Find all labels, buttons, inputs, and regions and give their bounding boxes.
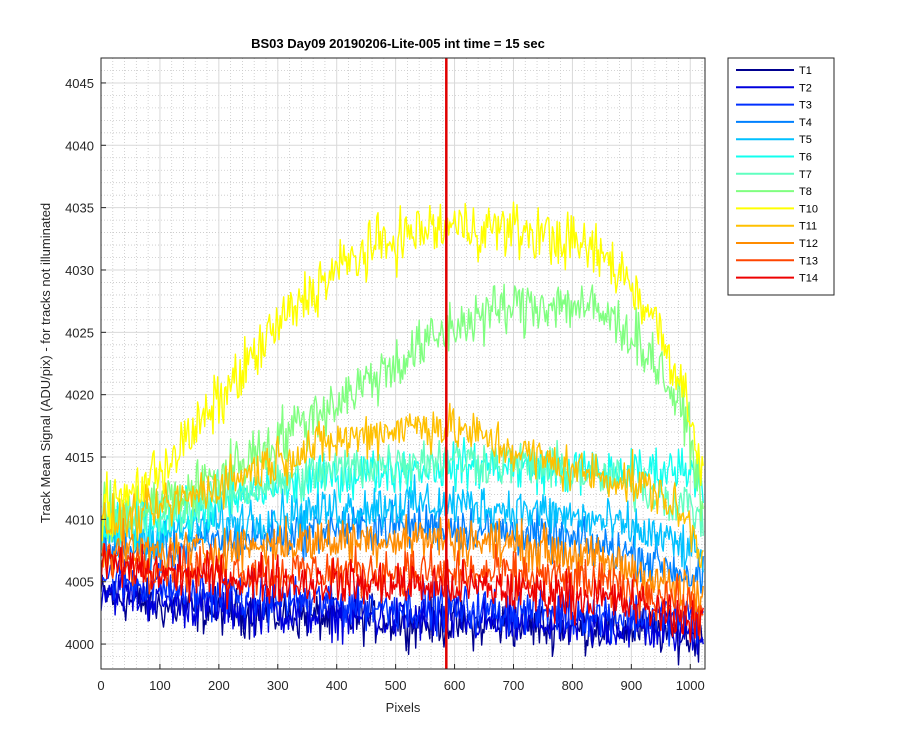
legend: T1 T2 T3 T4 T5 T6 T7 T8 T10 T11 T12 T13 T14: [727, 57, 835, 296]
y-tick-label: 4045: [65, 76, 94, 91]
x-tick-label: 800: [562, 678, 584, 693]
legend-label-T12: T12: [799, 238, 818, 250]
series-line-T14: [101, 543, 704, 643]
legend-label-T14: T14: [799, 273, 818, 285]
series-line-T12: [101, 514, 704, 618]
chart-title: BS03 Day09 20190206-Lite-005 int time = …: [251, 36, 545, 51]
y-tick-label: 4015: [65, 450, 94, 465]
x-tick-label: 1000: [676, 678, 705, 693]
y-tick-label: 4020: [65, 388, 94, 403]
legend-items: T1 T2 T3 T4 T5 T6 T7 T8 T10 T11 T12 T13 T14: [736, 65, 818, 285]
series-line-T10: [101, 201, 704, 542]
legend-label-T5: T5: [799, 134, 812, 146]
legend-label-T8: T8: [799, 186, 812, 198]
legend-label-T11: T11: [799, 221, 817, 233]
ticks: 0 100 200 300 400 500 600 700 800 900 1000 4000 4005…: [65, 76, 705, 693]
series-line-T5: [101, 474, 704, 573]
y-tick-label: 4030: [65, 263, 94, 278]
legend-label-T6: T6: [799, 152, 812, 164]
x-tick-label: 400: [326, 678, 348, 693]
legend-box: [727, 57, 835, 296]
x-tick-label: 200: [208, 678, 230, 693]
axes-box: [100, 57, 706, 670]
legend-label-T4: T4: [799, 117, 812, 129]
legend-label-T1: T1: [799, 65, 812, 77]
x-axis-label: Pixels: [386, 700, 421, 715]
legend-label-T2: T2: [799, 82, 812, 94]
x-tick-label: 600: [444, 678, 466, 693]
x-tick-label: 900: [620, 678, 642, 693]
y-tick-label: 4000: [65, 637, 94, 652]
legend-label-T13: T13: [799, 255, 818, 267]
y-tick-label: 4005: [65, 575, 94, 590]
legend-label-T7: T7: [799, 169, 812, 181]
x-tick-label: 100: [149, 678, 171, 693]
x-tick-label: 300: [267, 678, 289, 693]
y-axis-label: Track Mean Signal (ADU/pix) - for tracks…: [38, 203, 53, 523]
series-line-T3: [101, 559, 704, 647]
x-tick-label: 0: [97, 678, 104, 693]
series-line-T2: [101, 573, 704, 655]
series-group: [101, 58, 704, 669]
series-line-T7: [101, 439, 704, 551]
x-tick-label: 700: [503, 678, 525, 693]
y-tick-label: 4040: [65, 138, 94, 153]
x-tick-label: 500: [385, 678, 407, 693]
series-line-T11: [101, 402, 704, 569]
y-tick-label: 4025: [65, 325, 94, 340]
legend-label-T10: T10: [799, 203, 818, 215]
y-tick-label: 4035: [65, 201, 94, 216]
y-tick-label: 4010: [65, 512, 94, 527]
legend-label-T3: T3: [799, 100, 812, 112]
